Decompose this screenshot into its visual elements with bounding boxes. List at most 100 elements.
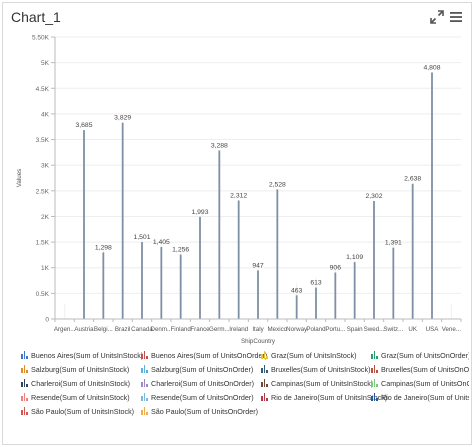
y-tick-label: 1.5K	[36, 240, 50, 247]
legend-label: Rio de Janeiro(Sum of UnitsOnOrder)	[381, 393, 469, 402]
legend-item[interactable]: Resende(Sum of UnitsInStock)	[21, 393, 130, 405]
bar-chart-icon	[141, 393, 148, 401]
legend-item[interactable]: Graz(Sum of UnitsOnOrder)	[371, 351, 469, 363]
legend-item[interactable]: Campinas(Sum of UnitsInStock)	[261, 379, 373, 391]
bar-chart-icon	[261, 379, 268, 387]
legend-item[interactable]: Campinas(Sum of UnitsOnOrder)	[371, 379, 469, 391]
bar[interactable]	[121, 122, 124, 319]
legend-label: Buenos Aires(Sum of UnitsOnOrder)	[151, 351, 268, 360]
x-tick-label: France	[190, 326, 210, 333]
y-tick-label: 3.5K	[36, 137, 50, 144]
legend-item[interactable]: Charleroi(Sum of UnitsInStock)	[21, 379, 130, 391]
y-tick-label: 5.50K	[32, 35, 50, 42]
legend-item[interactable]: Salzburg(Sum of UnitsOnOrder)	[141, 365, 253, 377]
data-label: 1,993	[191, 209, 208, 216]
x-tick-label: Spain	[347, 326, 363, 333]
bar-chart-icon	[21, 393, 28, 401]
legend-item[interactable]: Rio de Janeiro(Sum of UnitsOnOrder)	[371, 393, 469, 405]
x-tick-label: Argen...	[54, 326, 76, 333]
legend-label: Salzburg(Sum of UnitsOnOrder)	[151, 365, 254, 374]
bar[interactable]	[237, 200, 240, 319]
bar[interactable]	[83, 130, 85, 319]
bar-chart-icon	[371, 379, 378, 387]
legend-item[interactable]: São Paulo(Sum of UnitsInStock)	[21, 407, 134, 419]
bar[interactable]	[353, 262, 356, 319]
y-tick-label: 5K	[41, 60, 50, 67]
bar[interactable]	[373, 200, 375, 319]
bar[interactable]	[199, 216, 201, 319]
bar[interactable]	[257, 270, 259, 319]
y-axis-title: Values	[16, 169, 23, 187]
legend-label: Charleroi(Sum of UnitsInStock)	[31, 379, 131, 388]
legend-item[interactable]: São Paulo(Sum of UnitsOnOrder)	[141, 407, 258, 419]
bar[interactable]	[295, 295, 298, 319]
bar[interactable]	[315, 287, 317, 319]
legend-label: Rio de Janeiro(Sum of UnitsInStock)	[271, 393, 388, 402]
x-tick-label: Denm...	[150, 326, 172, 333]
data-label: 1,298	[95, 244, 112, 251]
bar[interactable]	[411, 183, 414, 319]
legend-item[interactable]: Resende(Sum of UnitsOnOrder)	[141, 393, 254, 405]
data-label: 2,312	[230, 192, 247, 199]
bar[interactable]	[179, 254, 182, 319]
data-label: 1,256	[172, 247, 189, 254]
y-tick-label: 4.5K	[36, 86, 50, 93]
x-axis-title: ShipCountry	[241, 338, 276, 345]
data-label: 2,638	[404, 176, 421, 183]
legend-label: Charleroi(Sum of UnitsOnOrder)	[151, 379, 255, 388]
data-label: 613	[310, 280, 322, 287]
data-label: 3,288	[211, 142, 228, 149]
legend-item[interactable]: Salzburg(Sum of UnitsInStock)	[21, 365, 129, 377]
y-tick-label: 4K	[41, 111, 50, 118]
legend-item[interactable]: Bruxelles(Sum of UnitsInStock)	[261, 365, 370, 377]
legend-item[interactable]: Graz(Sum of UnitsInStock)	[261, 351, 356, 363]
legend-label: Campinas(Sum of UnitsOnOrder)	[381, 379, 469, 388]
bar[interactable]	[160, 246, 163, 319]
data-label: 2,528	[269, 181, 286, 188]
legend-item[interactable]: Buenos Aires(Sum of UnitsInStock)	[21, 351, 143, 363]
bar[interactable]	[218, 150, 221, 319]
legend-label: Bruxelles(Sum of UnitsInStock)	[271, 365, 371, 374]
expand-icon[interactable]	[430, 10, 444, 24]
legend-item[interactable]: Charleroi(Sum of UnitsOnOrder)	[141, 379, 254, 391]
legend-item[interactable]: Buenos Aires(Sum of UnitsOnOrder)	[141, 351, 267, 363]
hamburger-menu-icon[interactable]	[449, 10, 463, 24]
data-label: 3,685	[75, 122, 92, 129]
x-tick-label: Vene...	[442, 326, 462, 333]
bar-chart-icon	[141, 351, 148, 359]
bar-chart-icon	[371, 393, 378, 401]
data-label: 3,829	[114, 115, 131, 122]
legend-item[interactable]: Rio de Janeiro(Sum of UnitsInStock)	[261, 393, 387, 405]
bar-chart-icon	[261, 393, 268, 401]
y-tick-label: 1K	[41, 265, 50, 272]
legend-item[interactable]: Bruxelles(Sum of UnitsOnOrder)	[371, 365, 469, 377]
bar[interactable]	[392, 247, 395, 319]
bar[interactable]	[276, 189, 279, 319]
chart-title: Chart_1	[11, 9, 61, 25]
bar[interactable]	[334, 272, 337, 319]
x-tick-label: Brazil	[115, 326, 130, 333]
legend-label: Salzburg(Sum of UnitsInStock)	[31, 365, 130, 374]
data-label: 1,391	[385, 240, 402, 247]
bar[interactable]	[102, 252, 105, 319]
legend-label: Graz(Sum of UnitsOnOrder)	[381, 351, 469, 360]
bar-chart-icon	[141, 379, 148, 387]
x-tick-label: Austria	[74, 326, 94, 333]
data-label: 4,808	[423, 64, 440, 71]
bar-chart-icon	[21, 351, 28, 359]
y-tick-label: 3K	[41, 163, 50, 170]
x-tick-label: Canada	[131, 326, 153, 333]
legend-label: Resende(Sum of UnitsInStock)	[31, 393, 130, 402]
bar-chart-icon	[21, 365, 28, 373]
x-tick-label: Swed...	[364, 326, 385, 333]
y-tick-label: 0	[45, 317, 49, 324]
legend-label: São Paulo(Sum of UnitsOnOrder)	[151, 407, 259, 416]
x-tick-label: Switz...	[383, 326, 403, 333]
bar[interactable]	[141, 242, 143, 319]
data-label: 1,109	[346, 254, 363, 261]
legend: Buenos Aires(Sum of UnitsInStock) Buenos …	[21, 351, 469, 441]
chart-area: 3,685 1,298 3,829 1,501 1,405 1,256 1,993 3,288…	[3, 29, 471, 349]
bar[interactable]	[431, 72, 433, 319]
bar-chart-icon	[261, 365, 268, 373]
